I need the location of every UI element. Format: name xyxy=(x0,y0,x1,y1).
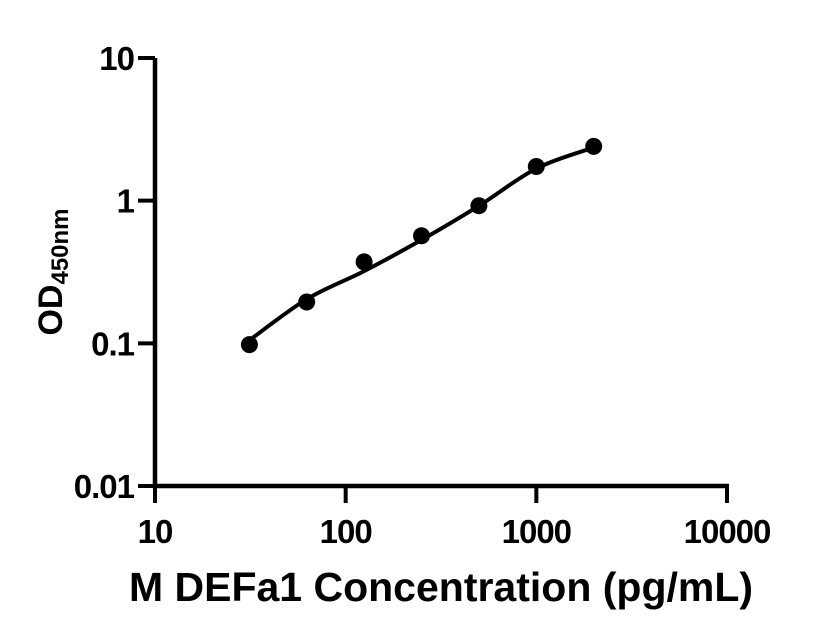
x-tick-label: 100 xyxy=(320,513,372,550)
x-tick-label: 10000 xyxy=(684,513,771,550)
y-axis-title-subscript: 450nm xyxy=(47,208,74,284)
y-axis-title-main: OD xyxy=(32,285,70,336)
y-axis-title: OD450nm xyxy=(32,208,74,335)
data-point xyxy=(413,227,430,245)
x-axis-title: M DEFa1 Concentration (pg/mL) xyxy=(129,564,753,610)
y-tick-label: 0.01 xyxy=(74,468,135,505)
data-point xyxy=(298,293,316,311)
y-tick-label: 0.1 xyxy=(91,325,135,362)
x-tick-label: 1000 xyxy=(502,513,571,550)
data-point xyxy=(470,197,488,215)
data-point xyxy=(585,137,603,155)
y-tick-label: 10 xyxy=(99,40,134,77)
data-point xyxy=(355,253,373,271)
x-tick-label: 10 xyxy=(138,513,173,550)
data-point xyxy=(527,158,545,175)
y-tick-label: 1 xyxy=(117,183,135,220)
data-point xyxy=(240,336,258,354)
